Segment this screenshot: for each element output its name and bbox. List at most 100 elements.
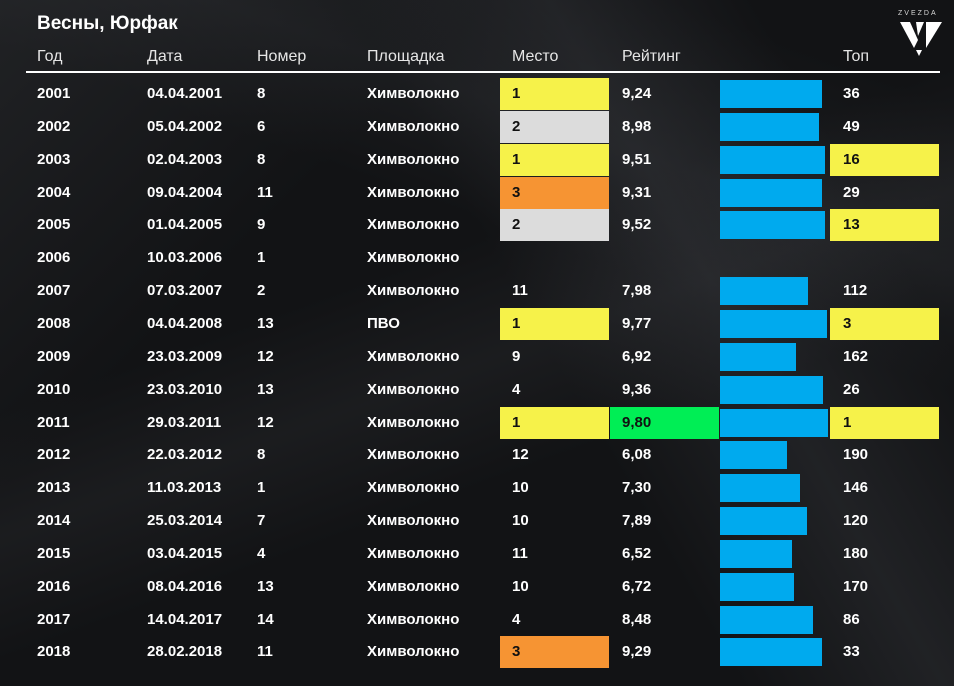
place-cell: 10 [512,512,529,530]
rating-bar [720,145,825,174]
year-cell: 2017 [37,610,71,628]
rating-cell: 8,98 [622,117,652,135]
table-row: 2017 14.04.2017 14 Химволокно 4 8,48 86 [0,604,954,636]
top-cell: 13 [830,209,939,242]
number-cell: 1 [257,249,266,267]
rating-cell: 7,98 [622,282,652,300]
header-rating: Рейтинг [622,48,681,65]
rating-bar [720,342,797,371]
year-cell: 2013 [37,479,71,497]
table-row: 2016 08.04.2016 13 Химволокно 10 6,72 170 [0,571,954,603]
place-cell: 11 [512,544,528,562]
top-cell: 49 [843,117,860,135]
rating-cell: 6,08 [622,446,652,464]
table-row: 2010 23.03.2010 13 Химволокно 4 9,36 26 [0,374,954,406]
rating-bar [720,441,787,470]
table-row: 2009 23.03.2009 12 Химволокно 9 6,92 162 [0,341,954,373]
logo-text: ZVEZDA [898,10,938,17]
header-year: Год [37,48,63,65]
number-cell: 14 [257,610,274,628]
venue-cell: Химволокно [367,249,460,267]
header-top: Топ [843,48,870,65]
number-cell: 4 [257,544,266,562]
rating-cell: 9,36 [622,380,652,398]
venue-cell: Химволокно [367,282,460,300]
rating-cell: 7,89 [622,512,652,530]
place-cell: 9 [512,347,521,365]
rating-cell: 9,29 [622,643,652,661]
date-cell: 09.04.2004 [147,183,223,201]
year-cell: 2008 [37,314,71,332]
place-cell: 10 [512,479,529,497]
number-cell: 13 [257,380,274,398]
year-cell: 2011 [37,413,70,431]
table-row: 2014 25.03.2014 7 Химволокно 10 7,89 120 [0,505,954,537]
rating-bar [720,572,794,601]
year-cell: 2005 [37,216,71,234]
top-cell: 120 [843,512,869,530]
date-cell: 28.02.2018 [147,643,223,661]
date-cell: 04.04.2001 [147,85,223,102]
venue-cell: Химволокно [367,577,460,595]
number-cell: 8 [257,85,266,102]
venue-cell: Химволокно [367,183,460,201]
place-cell [500,242,609,274]
date-cell: 07.03.2007 [147,282,223,300]
rating-bar [720,408,828,437]
top-cell: 190 [843,446,869,464]
table-row: 2015 03.04.2015 4 Химволокно 11 6,52 180 [0,538,954,570]
top-cell: 112 [843,282,868,300]
venue-cell: Химволокно [367,643,460,661]
table-header: Год Дата Номер Площадка Место Рейтинг То… [0,44,954,70]
place-cell: 4 [512,380,521,398]
date-cell: 25.03.2014 [147,512,223,530]
top-cell: 170 [843,577,869,595]
number-cell: 12 [257,413,274,431]
rating-cell: 6,92 [622,347,652,365]
place-cell: 1 [500,78,609,110]
venue-cell: Химволокно [367,347,460,365]
venue-cell: Химволокно [367,413,460,431]
date-cell: 14.04.2017 [147,610,223,628]
venue-cell: Химволокно [367,380,460,398]
header-date: Дата [147,48,183,65]
rating-cell: 9,80 [610,406,719,439]
date-cell: 23.03.2010 [147,380,223,398]
place-cell: 12 [512,446,529,464]
year-cell: 2018 [37,643,71,661]
number-cell: 9 [257,216,266,234]
number-cell: 13 [257,577,274,595]
year-cell: 2009 [37,347,71,365]
rating-bar [720,375,823,404]
number-cell: 2 [257,282,266,300]
top-cell: 180 [843,544,869,562]
place-cell: 3 [500,176,609,209]
venue-cell: Химволокно [367,85,460,102]
table-row: 2004 09.04.2004 11 Химволокно 3 9,31 29 [0,176,954,209]
zvezda-logo-icon [900,22,942,56]
number-cell: 13 [257,314,274,332]
number-cell: 11 [257,643,273,661]
rating-cell [610,242,719,274]
number-cell: 11 [257,183,273,201]
place-cell: 2 [500,110,609,143]
date-cell: 01.04.2005 [147,216,223,234]
date-cell: 03.04.2015 [147,544,223,562]
header-place: Место [512,48,559,65]
rating-bar [720,112,819,141]
top-cell: 3 [830,307,939,340]
rating-bar [720,474,801,503]
rating-cell: 7,30 [622,479,652,497]
top-cell: 29 [843,183,860,201]
year-cell: 2002 [37,117,71,135]
rating-cell: 6,72 [622,577,652,595]
date-cell: 08.04.2016 [147,577,223,595]
page-title: Весны, Юрфак [37,13,178,34]
year-cell: 2012 [37,446,71,464]
year-cell: 2007 [37,282,71,300]
rating-cell: 9,52 [622,216,652,234]
date-cell: 05.04.2002 [147,117,223,135]
number-cell: 1 [257,479,266,497]
venue-cell: Химволокно [367,150,460,168]
date-cell: 22.03.2012 [147,446,223,464]
